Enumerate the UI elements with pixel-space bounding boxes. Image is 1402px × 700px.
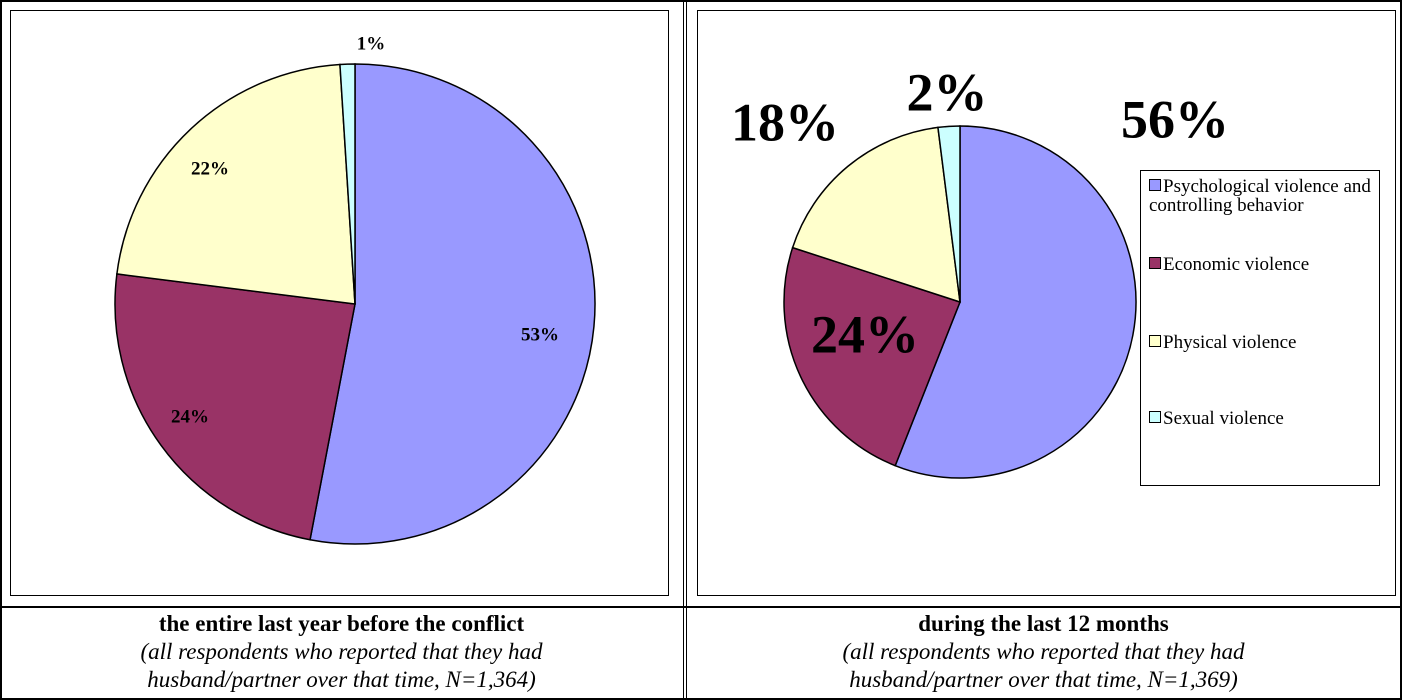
chart-frame: [697, 10, 1396, 596]
legend-label: Physical violence: [1163, 332, 1297, 353]
legend-label: Psychological violence and controlling b…: [1149, 176, 1371, 216]
legend-swatch: [1149, 335, 1161, 347]
legend-swatch: [1149, 411, 1161, 423]
caption-subtitle: (all respondents who reported that they …: [842, 639, 1245, 692]
chart-frame: [10, 10, 669, 596]
pie-slice: [339, 63, 356, 305]
pie-slice: [791, 126, 961, 304]
data-label: 56%: [1121, 89, 1229, 149]
pie-slice: [116, 63, 356, 305]
legend-entry: Physical violence: [1149, 333, 1377, 352]
data-label: 18%: [731, 92, 839, 152]
pie-slice: [309, 63, 596, 545]
caption-title: during the last 12 months: [918, 611, 1169, 636]
data-label: 2%: [907, 62, 988, 122]
charts: 53% 24% 22% 1% 56% 24% 18% 2%: [114, 33, 1229, 545]
legend-swatch: [1149, 257, 1161, 269]
pie-slice: [937, 125, 961, 303]
caption: the entire last year before the conflict…: [0, 610, 683, 694]
pie-slice: [894, 125, 1137, 479]
legend-entry: Economic violence: [1149, 255, 1377, 274]
legend-swatch: [1149, 179, 1161, 191]
data-label: 24%: [171, 406, 209, 427]
legend: Psychological violence and controlling b…: [1140, 170, 1380, 486]
caption-title: the entire last year before the conflict: [158, 611, 525, 636]
legend-entry: Psychological violence and controlling b…: [1149, 177, 1377, 215]
row-divider: [0, 606, 1402, 608]
legend-label: Sexual violence: [1163, 408, 1284, 429]
pie-slice: [783, 246, 961, 467]
data-label: 22%: [191, 158, 229, 179]
legend-entry: Sexual violence: [1149, 409, 1377, 428]
caption-subtitle: (all respondents who reported that they …: [140, 639, 543, 692]
column-divider: [683, 0, 687, 700]
caption: during the last 12 months (all responden…: [687, 610, 1400, 694]
data-label: 24%: [811, 304, 919, 364]
data-label: 1%: [357, 33, 386, 54]
pie-slice: [114, 273, 356, 541]
legend-label: Economic violence: [1163, 254, 1310, 275]
data-label: 53%: [521, 324, 559, 345]
